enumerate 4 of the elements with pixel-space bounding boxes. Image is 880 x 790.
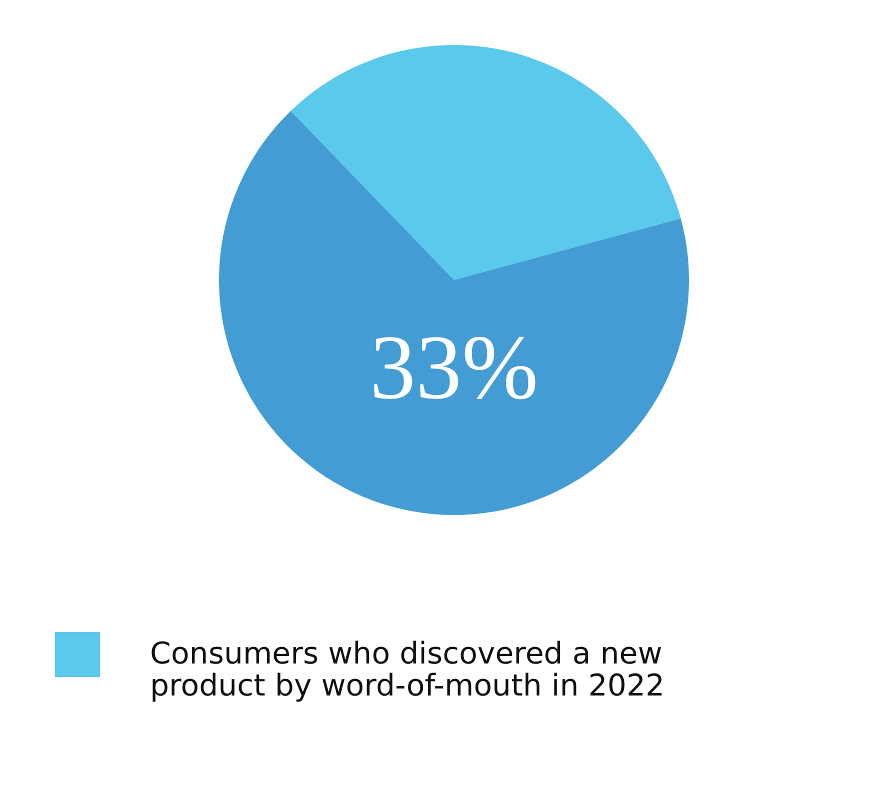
pie-slice [290, 45, 681, 280]
pie-slice [219, 110, 689, 515]
text: 33% [370, 316, 538, 418]
legend-label: Consumers who discovered a new product by word-of-mouth in 2022 [150, 636, 665, 704]
